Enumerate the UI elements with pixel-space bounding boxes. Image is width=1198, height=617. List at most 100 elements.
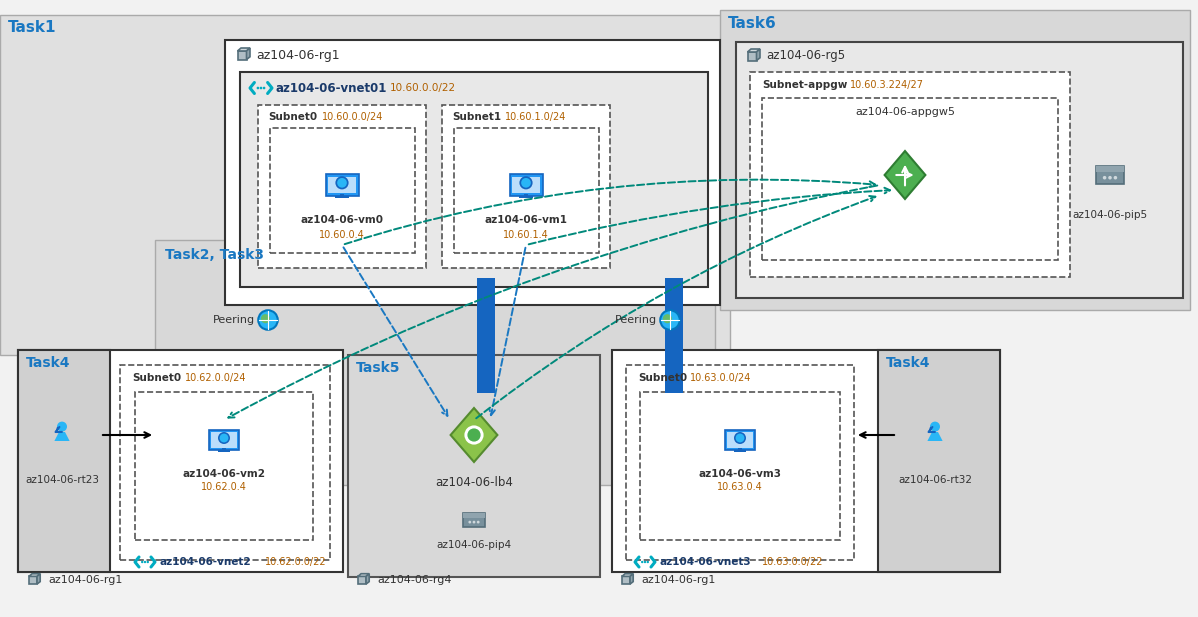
Bar xyxy=(155,240,715,485)
Bar xyxy=(734,450,746,452)
Text: az104-06-rg4: az104-06-rg4 xyxy=(377,575,452,585)
Bar xyxy=(748,52,756,60)
Polygon shape xyxy=(884,151,925,199)
Circle shape xyxy=(146,561,149,563)
Bar xyxy=(665,278,683,393)
Bar xyxy=(878,350,1000,572)
Text: Peering: Peering xyxy=(615,315,657,325)
Text: 10.60.1.0/24: 10.60.1.0/24 xyxy=(506,112,567,122)
Polygon shape xyxy=(237,48,250,51)
Polygon shape xyxy=(622,574,634,576)
Circle shape xyxy=(256,86,259,89)
Circle shape xyxy=(467,428,480,442)
Circle shape xyxy=(1114,176,1118,180)
Bar xyxy=(720,10,1190,310)
Text: 10.63.0.4: 10.63.0.4 xyxy=(718,482,763,492)
Bar xyxy=(454,128,599,253)
Text: az104-06-vm2: az104-06-vm2 xyxy=(182,469,266,479)
Bar xyxy=(347,355,600,577)
Text: az104-06-pip4: az104-06-pip4 xyxy=(436,540,512,550)
Polygon shape xyxy=(358,574,369,576)
Text: az104-06-vm1: az104-06-vm1 xyxy=(484,215,568,225)
Circle shape xyxy=(259,310,278,329)
Circle shape xyxy=(218,432,230,444)
Bar xyxy=(240,72,708,287)
Polygon shape xyxy=(37,574,41,584)
Text: Task1: Task1 xyxy=(8,20,56,36)
Bar xyxy=(18,350,343,572)
Bar xyxy=(237,51,247,59)
FancyBboxPatch shape xyxy=(328,176,356,193)
Text: 10.63.0.0/24: 10.63.0.0/24 xyxy=(690,373,751,383)
Text: 10.60.0.0/22: 10.60.0.0/22 xyxy=(391,83,456,93)
Bar xyxy=(218,450,230,452)
Text: 10.62.0.0/22: 10.62.0.0/22 xyxy=(265,557,327,567)
FancyBboxPatch shape xyxy=(326,174,358,196)
Bar xyxy=(340,194,344,196)
Circle shape xyxy=(641,561,643,563)
Text: Peering: Peering xyxy=(213,315,255,325)
Circle shape xyxy=(734,432,746,444)
Text: Subnet1: Subnet1 xyxy=(452,112,501,122)
Text: az104-06-vm3: az104-06-vm3 xyxy=(698,469,781,479)
Text: az104-06-rg1: az104-06-rg1 xyxy=(641,575,715,585)
Circle shape xyxy=(219,434,229,442)
Bar xyxy=(1096,166,1125,172)
Text: Subnet0: Subnet0 xyxy=(639,373,688,383)
Circle shape xyxy=(930,421,940,432)
Circle shape xyxy=(141,561,144,563)
Bar xyxy=(612,350,1000,572)
Text: Task6: Task6 xyxy=(728,15,776,30)
Circle shape xyxy=(472,521,476,523)
Circle shape xyxy=(647,561,649,563)
Text: az104-06-rg1: az104-06-rg1 xyxy=(256,49,339,62)
Text: 10.62.0.0/24: 10.62.0.0/24 xyxy=(184,373,247,383)
Circle shape xyxy=(1108,176,1112,180)
Circle shape xyxy=(520,176,533,189)
Circle shape xyxy=(335,176,349,189)
Text: az104-06-rt23: az104-06-rt23 xyxy=(25,475,99,485)
Bar xyxy=(258,105,426,268)
Polygon shape xyxy=(54,432,69,441)
FancyBboxPatch shape xyxy=(211,433,237,447)
Bar xyxy=(520,196,533,198)
Text: az104-06-vnet3: az104-06-vnet3 xyxy=(660,557,751,567)
FancyBboxPatch shape xyxy=(208,430,238,450)
Text: Task4: Task4 xyxy=(26,356,71,370)
Text: 10.60.0.0/24: 10.60.0.0/24 xyxy=(322,112,383,122)
Bar xyxy=(477,278,495,393)
Text: 10.60.3.224/27: 10.60.3.224/27 xyxy=(851,80,924,90)
Bar xyxy=(736,42,1182,298)
FancyBboxPatch shape xyxy=(512,176,540,193)
Bar xyxy=(0,15,730,355)
Bar xyxy=(223,448,225,450)
Bar xyxy=(358,576,367,584)
Bar xyxy=(135,392,313,540)
Bar xyxy=(640,392,840,540)
Bar xyxy=(18,350,110,572)
Text: 10.63.0.0/22: 10.63.0.0/22 xyxy=(762,557,823,567)
Bar xyxy=(762,98,1058,260)
Text: Subnet0: Subnet0 xyxy=(268,112,317,122)
Text: az104-06-rt32: az104-06-rt32 xyxy=(898,475,972,485)
FancyBboxPatch shape xyxy=(725,430,755,450)
Polygon shape xyxy=(927,432,943,441)
Circle shape xyxy=(521,178,531,188)
Bar xyxy=(120,365,329,560)
Polygon shape xyxy=(748,49,760,52)
Text: Task4: Task4 xyxy=(887,356,931,370)
Circle shape xyxy=(337,178,347,188)
Text: az104-06-pip5: az104-06-pip5 xyxy=(1072,210,1148,220)
Text: 10.60.1.4: 10.60.1.4 xyxy=(503,230,549,240)
Text: 10.60.0.4: 10.60.0.4 xyxy=(319,230,365,240)
Circle shape xyxy=(58,421,67,432)
Circle shape xyxy=(1103,176,1107,180)
Circle shape xyxy=(144,561,146,563)
Polygon shape xyxy=(450,408,497,462)
Circle shape xyxy=(261,314,270,323)
Polygon shape xyxy=(630,574,634,584)
Bar xyxy=(29,576,37,584)
Circle shape xyxy=(660,310,679,329)
Polygon shape xyxy=(756,49,760,60)
Bar xyxy=(627,365,854,560)
